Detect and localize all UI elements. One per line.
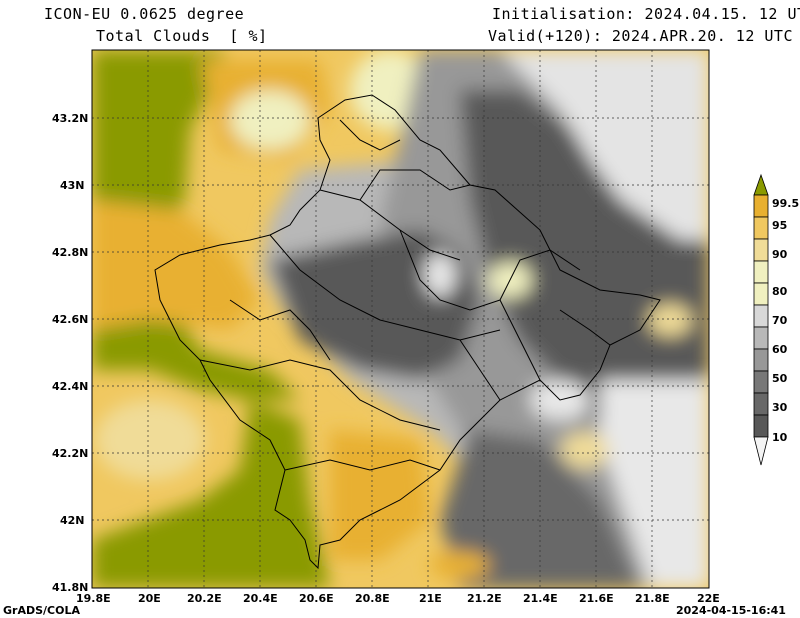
init-time: Initialisation: 2024.04.15. 12 UTC <box>492 5 800 23</box>
valid-time: Valid(+120): 2024.APR.20. 12 UTC <box>488 27 793 45</box>
lat-tick: 41.8N <box>52 581 89 594</box>
plot-frame <box>91 49 710 589</box>
lon-tick: 19.8E <box>76 592 111 605</box>
footer-credit: GrADS/COLA <box>3 604 80 617</box>
lon-tick: 20.6E <box>299 592 334 605</box>
cloud-field <box>92 50 709 588</box>
colorbar-label: 80 <box>772 285 788 298</box>
colorbar-label: 60 <box>772 343 788 356</box>
lat-tick: 42N <box>60 514 85 527</box>
colorbar-label: 50 <box>772 372 788 385</box>
lon-tick: 20E <box>138 592 161 605</box>
model-title: ICON-EU 0.0625 degree <box>44 5 245 23</box>
lon-tick: 20.4E <box>243 592 278 605</box>
lon-tick: 21.8E <box>635 592 670 605</box>
lat-tick: 42.4N <box>52 380 89 393</box>
lat-tick: 43.2N <box>52 112 89 125</box>
lon-tick: 21.4E <box>523 592 558 605</box>
lon-tick: 21.6E <box>579 592 614 605</box>
lon-tick: 22E <box>697 592 720 605</box>
colorbar-label: 99.5 <box>772 197 800 210</box>
colorbar-label: 10 <box>772 431 788 444</box>
footer-timestamp: 2024-04-15-16:41 <box>676 604 786 617</box>
colorbar-label: 90 <box>772 248 788 261</box>
lon-tick: 21.2E <box>467 592 502 605</box>
lat-tick: 42.6N <box>52 313 89 326</box>
country-borders <box>154 94 661 570</box>
lon-tick: 20.8E <box>355 592 390 605</box>
variable-title: Total Clouds [ %] <box>96 27 268 45</box>
lat-tick: 42.2N <box>52 447 89 460</box>
colorbar-label: 30 <box>772 401 788 414</box>
lon-tick: 20.2E <box>187 592 222 605</box>
lat-tick: 42.8N <box>52 246 89 259</box>
colorbar-label: 95 <box>772 219 788 232</box>
colorbar-label: 70 <box>772 314 788 327</box>
lon-tick: 21E <box>419 592 442 605</box>
lat-tick: 43N <box>60 179 85 192</box>
colorbar <box>753 173 769 466</box>
